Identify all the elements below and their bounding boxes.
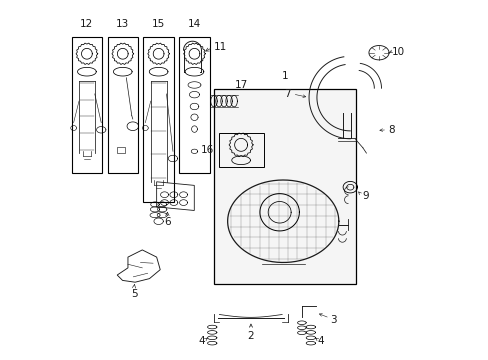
Text: 10: 10 [391, 46, 405, 57]
Text: 4: 4 [317, 336, 324, 346]
Bar [179, 37, 209, 173]
Text: 15: 15 [152, 19, 165, 29]
Text: 1: 1 [281, 71, 287, 81]
Text: 11: 11 [214, 42, 227, 52]
Text: 13: 13 [116, 19, 129, 29]
Bar [72, 37, 102, 173]
Text: 16: 16 [201, 145, 214, 156]
Text: 2: 2 [247, 331, 254, 341]
Text: 14: 14 [187, 19, 201, 29]
Text: 9: 9 [362, 191, 368, 201]
Bar [107, 37, 138, 173]
Text: 3: 3 [330, 315, 337, 325]
Bar [218, 134, 263, 167]
Text: 6: 6 [164, 217, 170, 227]
Text: 8: 8 [387, 125, 394, 135]
Text: 4: 4 [199, 336, 205, 346]
Text: 17: 17 [234, 80, 247, 90]
Text: 12: 12 [80, 19, 93, 29]
Text: 5: 5 [130, 289, 137, 300]
Bar [117, 147, 124, 153]
Bar [214, 89, 355, 284]
Bar [143, 37, 174, 202]
Text: 7: 7 [283, 89, 290, 99]
